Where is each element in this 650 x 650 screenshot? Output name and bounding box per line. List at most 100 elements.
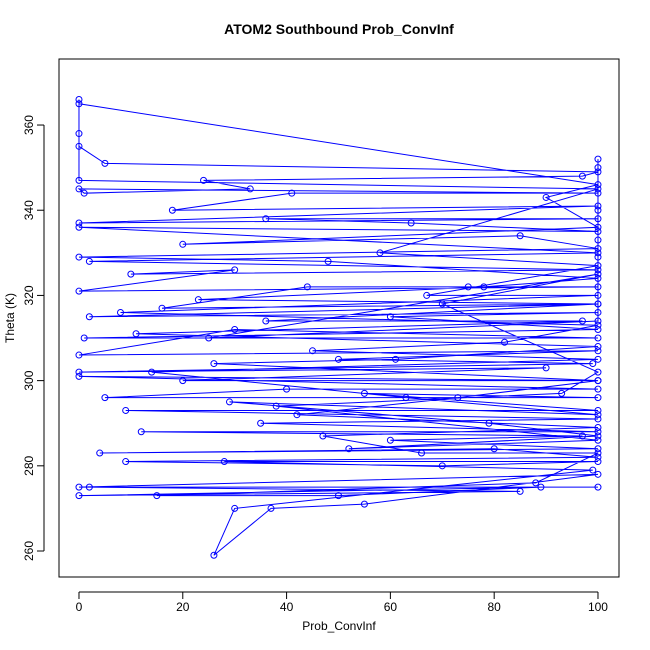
data-point <box>578 432 586 440</box>
data-point <box>558 389 566 397</box>
data-point <box>386 436 394 444</box>
data-point <box>75 372 83 380</box>
data-point <box>423 291 431 299</box>
y-tick-label: 360 <box>22 115 36 135</box>
data-point <box>594 181 602 189</box>
data-point <box>257 419 265 427</box>
chart-title: ATOM2 Southbound Prob_ConvInf <box>224 21 454 37</box>
data-point <box>324 257 332 265</box>
data-point <box>262 317 270 325</box>
data-point <box>194 296 202 304</box>
data-point <box>594 406 602 414</box>
data-point <box>594 449 602 457</box>
data-point <box>200 176 208 184</box>
data-point <box>454 394 462 402</box>
data-point <box>594 411 602 419</box>
data-point <box>594 321 602 329</box>
data-point <box>345 445 353 453</box>
data-point <box>594 445 602 453</box>
data-point <box>75 368 83 376</box>
data-point <box>220 458 228 466</box>
data-point <box>179 377 187 385</box>
y-axis-label: Theta (K) <box>3 293 17 343</box>
data-point <box>334 492 342 500</box>
data-point <box>532 479 540 487</box>
data-point <box>594 223 602 231</box>
data-point <box>594 423 602 431</box>
data-point <box>594 343 602 351</box>
data-point <box>407 219 415 227</box>
data-point <box>75 219 83 227</box>
data-point <box>542 364 550 372</box>
x-axis-label: Prob_ConvInf <box>302 619 376 633</box>
data-point <box>594 385 602 393</box>
data-point <box>225 398 233 406</box>
data-point <box>594 274 602 282</box>
data-point <box>594 355 602 363</box>
data-point <box>85 313 93 321</box>
data-point <box>594 458 602 466</box>
data-point <box>542 193 550 201</box>
data-point <box>122 406 130 414</box>
data-point <box>480 283 488 291</box>
data-point <box>594 189 602 197</box>
data-point <box>418 449 426 457</box>
data-point <box>594 368 602 376</box>
data-point <box>516 232 524 240</box>
data-point <box>501 338 509 346</box>
data-point <box>594 432 602 440</box>
data-point <box>392 355 400 363</box>
data-point <box>75 100 83 108</box>
data-point <box>132 330 140 338</box>
data-point <box>122 458 130 466</box>
data-point <box>438 300 446 308</box>
data-point <box>594 308 602 316</box>
data-point <box>594 415 602 423</box>
data-point <box>75 351 83 359</box>
data-point <box>594 245 602 253</box>
data-point <box>210 551 218 559</box>
data-point <box>594 168 602 176</box>
data-point <box>402 394 410 402</box>
data-point <box>594 483 602 491</box>
y-tick-label: 320 <box>22 285 36 305</box>
data-point <box>594 262 602 270</box>
data-point <box>75 492 83 500</box>
data-point <box>594 347 602 355</box>
data-point <box>272 402 280 410</box>
data-point <box>168 206 176 214</box>
data-point <box>594 228 602 236</box>
data-point <box>80 189 88 197</box>
data-point <box>75 287 83 295</box>
data-point <box>179 240 187 248</box>
data-point <box>210 360 218 368</box>
y-tick-label: 260 <box>22 541 36 561</box>
y-tick-label: 280 <box>22 455 36 475</box>
data-point <box>117 308 125 316</box>
data-point <box>594 155 602 163</box>
data-point <box>288 189 296 197</box>
data-point <box>75 483 83 491</box>
data-point <box>85 483 93 491</box>
data-point <box>594 215 602 223</box>
data-point <box>594 291 602 299</box>
data-point <box>594 436 602 444</box>
data-point <box>594 428 602 436</box>
data-point <box>594 185 602 193</box>
data-point <box>594 300 602 308</box>
y-tick-label: 300 <box>22 370 36 390</box>
data-point <box>594 377 602 385</box>
data-point <box>464 283 472 291</box>
data-point <box>360 500 368 508</box>
data-point <box>360 389 368 397</box>
data-point <box>594 326 602 334</box>
data-point <box>594 206 602 214</box>
data-point <box>96 449 104 457</box>
data-point <box>231 326 239 334</box>
data-point <box>231 504 239 512</box>
data-point <box>75 176 83 184</box>
data-point <box>137 428 145 436</box>
data-point <box>376 249 384 257</box>
data-point <box>85 257 93 265</box>
